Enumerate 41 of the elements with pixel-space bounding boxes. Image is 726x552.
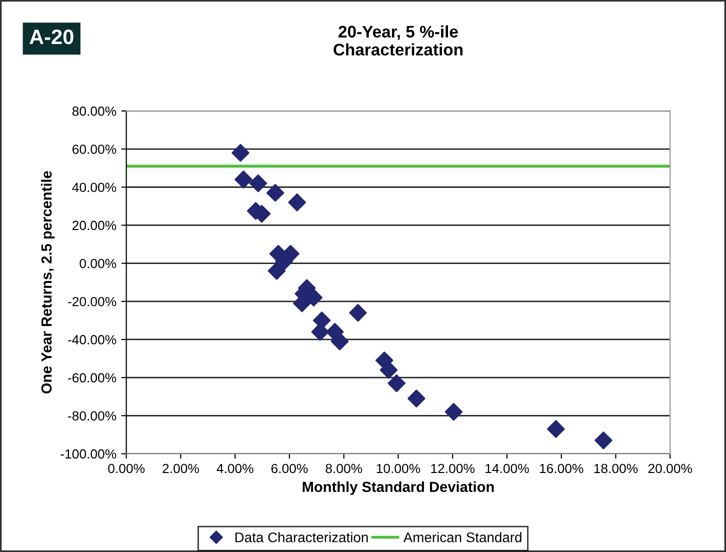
y-tick-label: -80.00% [68,411,116,421]
point [388,374,406,392]
x-tick-label: 14.00% [486,464,529,474]
point [232,144,250,162]
x-tick-label: 18.00% [594,464,638,474]
x-tick-label: 6.00% [271,464,308,474]
y-tick-label: 80.00% [72,106,116,116]
point [444,402,463,421]
x-tick-label: 2.00% [162,464,199,474]
x-tick-label: 8.00% [326,464,362,474]
y-tick-label: 60.00% [72,144,116,154]
point [249,174,268,192]
point [380,361,398,379]
legend-label: American Standard [403,532,522,542]
x-tick-label: 16.00% [540,464,584,474]
y-tick-label: -40.00% [68,335,116,344]
y-tick-label: 20.00% [72,220,116,230]
point [408,390,426,408]
y-tick-label: -20.00% [68,296,116,306]
y-tick-label: -100.00% [60,449,116,459]
point [266,184,284,202]
x-tick-label: 0.00% [108,464,145,474]
x-tick-label: 20.00% [648,464,692,474]
y-axis-title: One Year Returns, 2.5 percentile [40,171,55,394]
y-tick-label: -60.00% [68,373,116,382]
x-tick-label: 10.00% [376,464,420,474]
point [288,193,306,212]
chart-title: 20-Year, 5 %-ile Characterization [334,25,462,56]
point [594,432,612,450]
point [349,304,367,322]
point [268,262,286,280]
x-tick-label: 4.00% [216,464,254,474]
point [330,332,349,350]
point [234,170,252,188]
text: A-20 [30,29,74,44]
point [546,420,565,438]
legend-label: Data Characterization [235,532,368,542]
y-tick-label: 0.00% [80,258,116,268]
x-axis-title: Monthly Standard Deviation [302,481,494,495]
y-tick-label: 40.00% [72,182,116,192]
x-tick-label: 12.00% [431,464,474,474]
